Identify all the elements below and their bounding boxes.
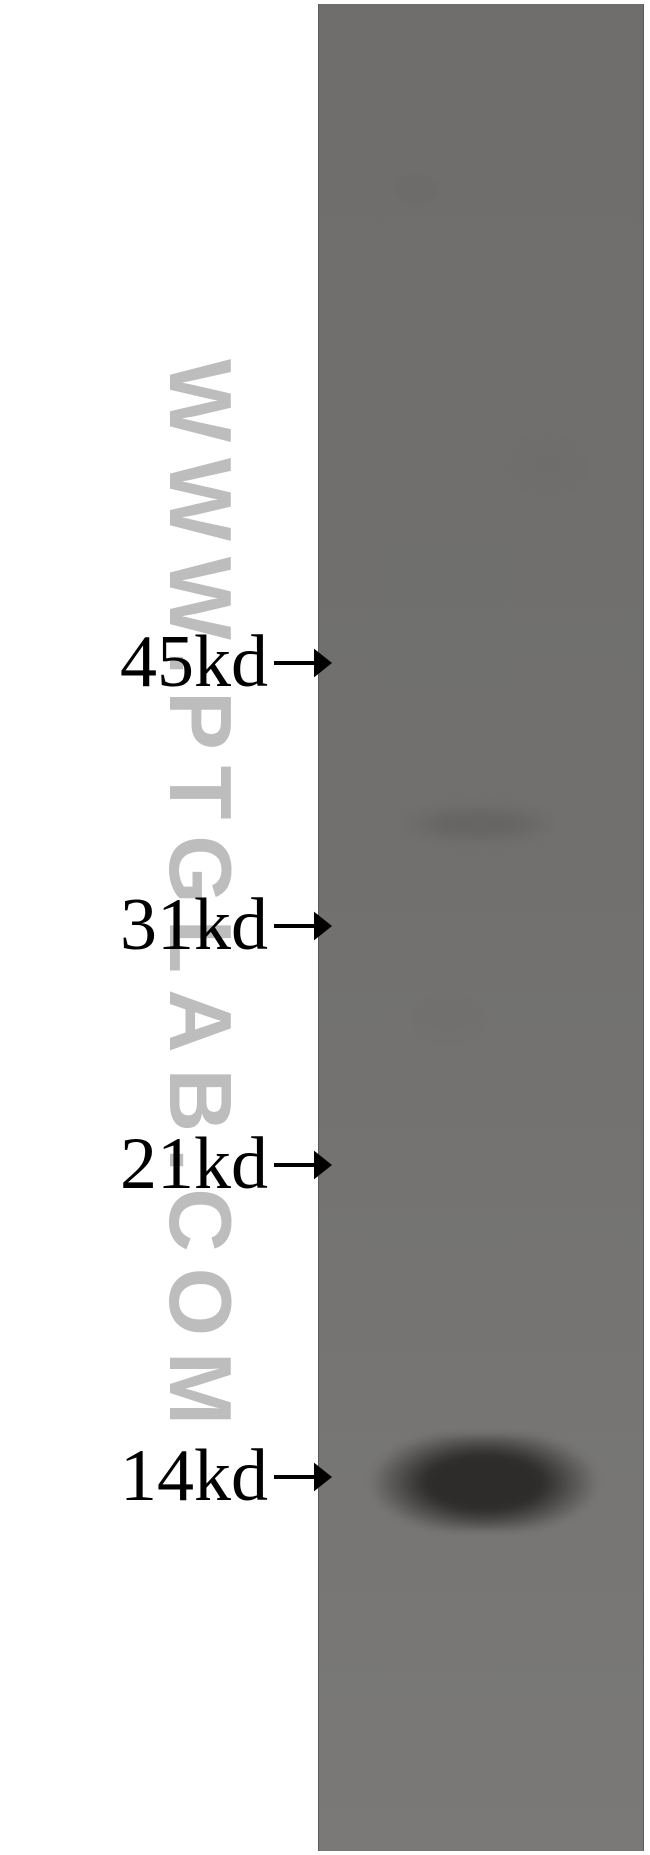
mw-marker-31kd: 31kd — [0, 883, 332, 968]
lane-noise — [319, 4, 643, 1851]
mw-label: 31kd — [120, 883, 268, 968]
figure-canvas: WWW.PTGLAB.COM 45kd31kd21kd14kd — [0, 0, 650, 1855]
mw-label: 14kd — [120, 1434, 268, 1519]
faint-band-34kd — [399, 806, 559, 842]
mw-label: 45kd — [120, 620, 268, 705]
blot-lane — [318, 4, 644, 1851]
arrow-right-icon — [274, 1147, 332, 1183]
arrow-right-icon — [274, 645, 332, 681]
main-band-14kd — [369, 1435, 599, 1530]
mw-marker-21kd: 21kd — [0, 1122, 332, 1207]
mw-marker-14kd: 14kd — [0, 1434, 332, 1519]
arrow-right-icon — [274, 1459, 332, 1495]
arrow-right-icon — [274, 908, 332, 944]
mw-marker-45kd: 45kd — [0, 620, 332, 705]
mw-label: 21kd — [120, 1122, 268, 1207]
